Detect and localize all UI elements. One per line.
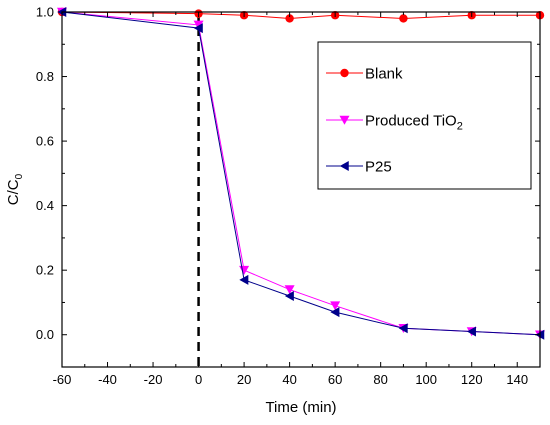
legend-swatch-marker [340, 68, 349, 78]
legend-swatch-marker [339, 161, 349, 171]
legend-box [317, 41, 532, 190]
y-tick-label: 1.0 [36, 5, 54, 20]
x-axis-title: Time (min) [265, 399, 336, 416]
data-point [398, 323, 408, 334]
data-point [284, 285, 295, 295]
y-tick-label: 0.8 [36, 69, 54, 84]
plot-frame [61, 11, 541, 368]
data-point [285, 14, 294, 23]
data-point [399, 14, 408, 23]
data-point [193, 20, 204, 30]
x-tick-label: -40 [98, 372, 117, 387]
legend-label: Blank [365, 66, 403, 83]
data-point [193, 23, 203, 34]
y-tick-label: 0.0 [36, 327, 54, 342]
data-point [330, 307, 340, 318]
x-tick-label: 140 [506, 372, 528, 387]
legend-label: P25 [365, 159, 392, 176]
x-tick-label: 100 [415, 372, 437, 387]
x-tick-label: 60 [328, 372, 342, 387]
x-tick-label: 80 [373, 372, 387, 387]
legend: Blank Produced TiO2 P25 [317, 41, 532, 190]
data-point [239, 274, 249, 285]
x-tick-label: 40 [282, 372, 296, 387]
data-point [239, 265, 250, 275]
x-tick-label: 20 [237, 372, 251, 387]
data-point [330, 301, 341, 311]
y-tick-label: 0.2 [36, 263, 54, 278]
x-tick-label: 0 [195, 372, 202, 387]
legend-swatch-marker [339, 115, 350, 125]
y-axis-title-main: C/C [5, 179, 22, 205]
y-tick-label: 0.6 [36, 134, 54, 149]
data-point [466, 326, 476, 337]
x-tick-label: -20 [144, 372, 163, 387]
tick-layer: -60 -40 -20 0 20 40 60 80 100 120 140 0.0 0.2 0.4 0.6 0… [36, 5, 540, 387]
y-tick-label: 0.4 [36, 198, 54, 213]
x-tick-label: 120 [461, 372, 483, 387]
y-axis-title-subscript: 0 [14, 173, 25, 179]
x-tick-label: -60 [53, 372, 72, 387]
y-axis-title: C/C0 [5, 173, 25, 205]
legend-label: Produced TiO2 [365, 113, 463, 133]
series-line [61, 11, 540, 19]
series-line [61, 11, 541, 336]
data-point [284, 291, 294, 301]
